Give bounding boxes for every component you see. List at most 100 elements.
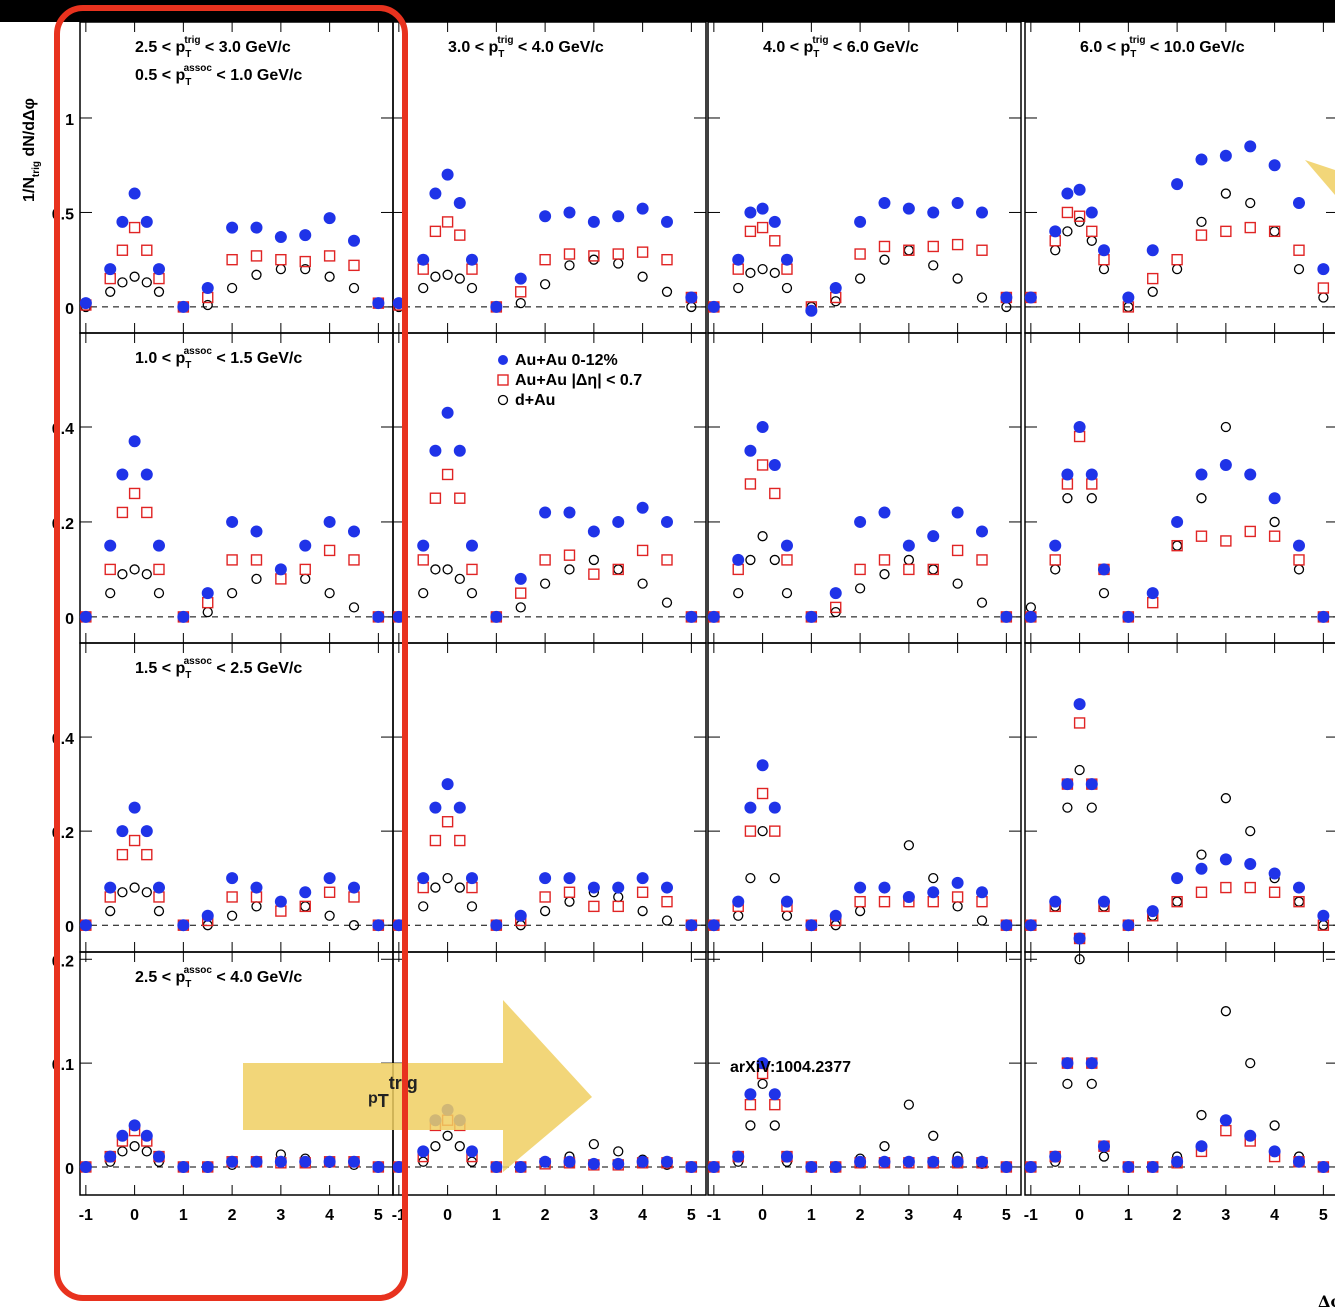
legend-marker [498, 355, 508, 365]
point [563, 206, 576, 219]
panel-frame [707, 21, 1022, 334]
point [927, 206, 940, 219]
point [116, 848, 129, 861]
point [116, 244, 129, 256]
point [1171, 539, 1183, 552]
point [226, 282, 238, 294]
point [79, 919, 92, 932]
title-sup: assoc [184, 656, 213, 667]
point [902, 539, 915, 552]
title-sub: T [185, 77, 191, 88]
point [418, 588, 429, 599]
point [539, 872, 552, 885]
point [1196, 216, 1207, 228]
point [588, 568, 600, 580]
point [1024, 610, 1037, 623]
point [140, 215, 153, 228]
point [1293, 896, 1305, 907]
x-tick-label: 4 [638, 1207, 647, 1224]
point [128, 1119, 141, 1132]
point [1122, 291, 1135, 304]
point [515, 602, 526, 613]
point [1061, 778, 1074, 791]
point [129, 882, 140, 893]
point [1073, 183, 1086, 196]
point [1318, 292, 1329, 303]
point [1195, 886, 1208, 898]
point [465, 539, 478, 552]
point [1268, 886, 1281, 898]
panel-title: 6.0 < pTtrig < 10.0 GeV/c [1080, 35, 1245, 60]
point [417, 253, 430, 266]
point [226, 872, 239, 885]
point [744, 444, 757, 457]
point [927, 563, 939, 576]
point [879, 569, 890, 580]
point [1062, 802, 1073, 813]
point [781, 588, 793, 599]
point [975, 206, 988, 219]
point [250, 525, 263, 538]
x-tick-label: 5 [1319, 1207, 1328, 1224]
point [612, 881, 625, 894]
point [226, 221, 239, 234]
title-sup: trig [184, 35, 200, 46]
point [453, 444, 466, 457]
point [745, 554, 756, 566]
point [250, 250, 263, 262]
point [976, 244, 988, 256]
point [1171, 515, 1184, 528]
point [1293, 554, 1305, 566]
x-tick-label: -1 [1024, 1207, 1038, 1224]
point [1122, 1160, 1135, 1173]
point [768, 801, 781, 814]
point [140, 468, 153, 481]
point [745, 267, 756, 279]
point [636, 1155, 649, 1168]
point [372, 610, 385, 623]
point [201, 909, 214, 922]
point [153, 905, 165, 917]
point [105, 905, 116, 917]
point [1061, 1057, 1074, 1070]
point [744, 1098, 757, 1111]
point [117, 1146, 128, 1157]
point [878, 895, 891, 908]
point [563, 872, 576, 885]
point [141, 244, 153, 256]
point [1220, 188, 1232, 199]
point [952, 578, 963, 589]
point [952, 273, 963, 284]
point [324, 910, 335, 921]
point [430, 271, 441, 282]
x-tick-label: -1 [79, 1207, 93, 1224]
point [105, 588, 116, 599]
point [1268, 1145, 1281, 1158]
point [299, 1155, 312, 1168]
point [830, 601, 842, 614]
point [441, 216, 454, 228]
point [514, 572, 527, 585]
point [903, 840, 915, 851]
point [251, 269, 262, 280]
point [1317, 263, 1330, 276]
point [299, 255, 311, 268]
point [454, 229, 466, 241]
point [903, 563, 915, 576]
point [1269, 516, 1280, 528]
legend-marker [497, 374, 509, 386]
title-sub: T [185, 670, 191, 681]
point [744, 825, 757, 837]
point [733, 282, 744, 294]
point [636, 872, 649, 885]
point [202, 299, 213, 311]
panel-frame [1024, 21, 1335, 334]
point [1024, 919, 1037, 932]
point [1097, 1140, 1110, 1153]
point [392, 1160, 405, 1173]
point [514, 909, 527, 922]
point [854, 215, 867, 228]
point [1292, 197, 1305, 210]
point [903, 244, 915, 256]
point [1268, 867, 1281, 880]
